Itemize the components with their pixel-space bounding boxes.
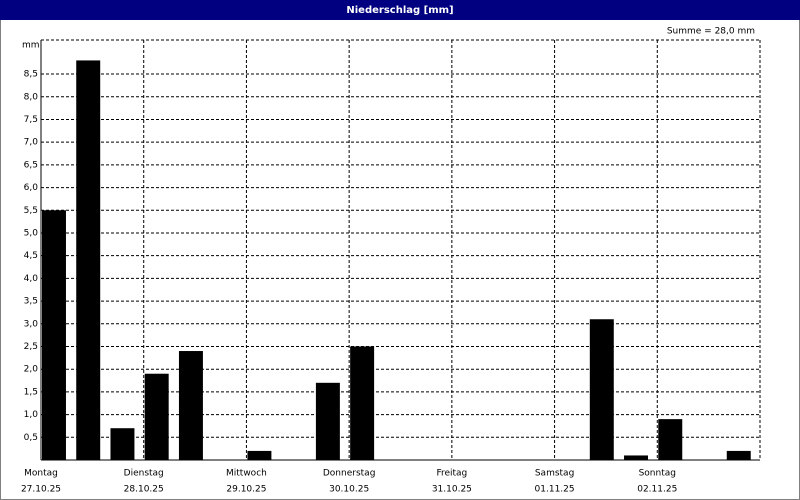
bar <box>315 382 340 460</box>
x-date-label: 02.11.25 <box>637 485 677 495</box>
bar <box>144 373 169 460</box>
y-tick-label: 8,5 <box>24 70 38 80</box>
y-tick-label: 6,0 <box>24 183 39 193</box>
title-bar <box>0 0 800 20</box>
bar <box>726 450 751 460</box>
y-tick-label: 1,5 <box>24 387 38 397</box>
x-day-label: Samstag <box>535 469 574 479</box>
bar <box>76 60 101 460</box>
x-day-label: Dienstag <box>124 469 164 479</box>
y-unit: mm <box>22 41 40 51</box>
bar <box>42 210 66 460</box>
x-date-label: 01.11.25 <box>535 485 575 495</box>
y-tick-label: 4,0 <box>24 274 39 284</box>
y-tick-label: 7,0 <box>24 138 39 148</box>
x-day-label: Montag <box>24 469 58 479</box>
sum-annotation: Summe = 28,0 mm <box>667 27 755 37</box>
x-date-label: 27.10.25 <box>21 485 61 495</box>
bar <box>589 319 614 460</box>
x-date-label: 30.10.25 <box>329 485 369 495</box>
bar <box>624 455 649 460</box>
x-day-label: Mittwoch <box>226 469 267 479</box>
x-date-label: 29.10.25 <box>226 485 266 495</box>
y-tick-label: 7,5 <box>24 115 38 125</box>
y-tick-label: 6,5 <box>24 160 38 170</box>
y-tick-label: 5,0 <box>24 228 39 238</box>
x-day-label: Freitag <box>436 469 467 479</box>
x-date-label: 31.10.25 <box>432 485 472 495</box>
y-tick-label: 8,0 <box>24 92 39 102</box>
y-tick-label: 5,5 <box>24 206 38 216</box>
bar <box>178 351 203 460</box>
y-tick-label: 3,5 <box>24 297 38 307</box>
y-tick-label: 3,0 <box>24 319 39 329</box>
y-tick-label: 1,0 <box>24 410 39 420</box>
chart-title: Niederschlag [mm] <box>346 5 453 16</box>
bar <box>247 450 272 460</box>
bar <box>658 419 683 460</box>
x-day-label: Sonntag <box>639 469 676 479</box>
y-tick-label: 2,5 <box>24 342 38 352</box>
y-tick-label: 4,5 <box>24 251 38 261</box>
bar <box>350 346 375 460</box>
y-tick-label: 0,5 <box>24 433 38 443</box>
x-day-label: Donnerstag <box>323 469 376 479</box>
y-tick-label: 2,0 <box>24 365 39 375</box>
bar <box>110 428 135 460</box>
x-date-label: 28.10.25 <box>124 485 164 495</box>
